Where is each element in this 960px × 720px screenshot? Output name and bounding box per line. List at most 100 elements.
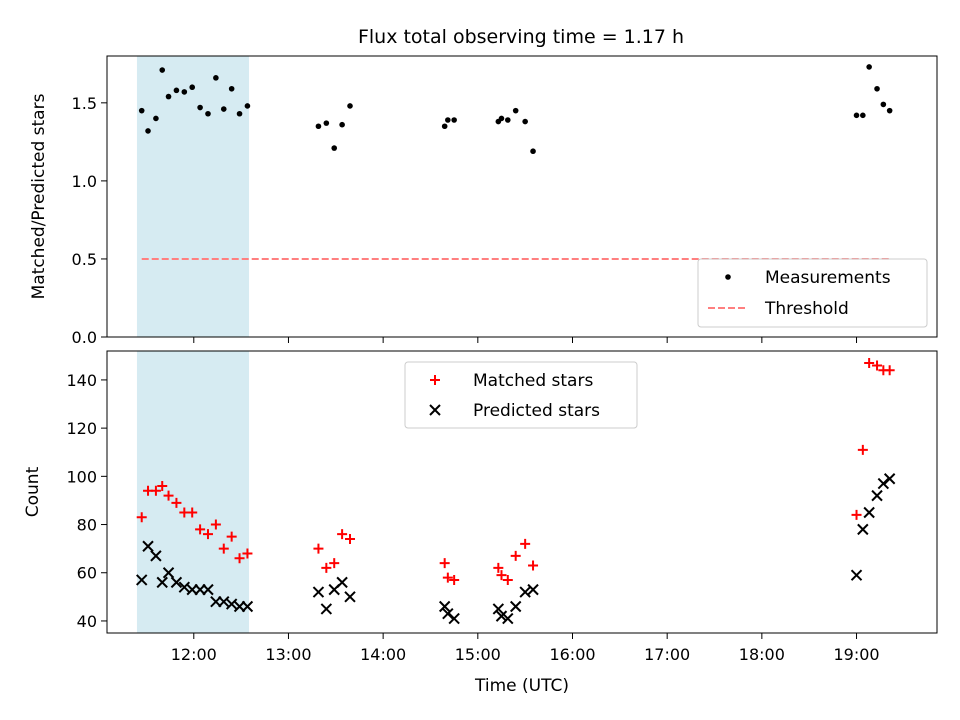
predicted-point (136, 574, 148, 586)
x-tick-label: 17:00 (644, 645, 690, 664)
x-axis-label: Time (UTC) (474, 676, 569, 696)
measurement-point (522, 118, 528, 125)
top-legend: Measurements Threshold (697, 258, 928, 328)
x-tick-label: 13:00 (265, 645, 311, 664)
measurement-point (530, 148, 536, 155)
predicted-point (150, 550, 162, 562)
matched-point (234, 553, 245, 564)
matched-point (195, 524, 206, 535)
top-axes-frame (106, 55, 938, 338)
bottom-y-ticks: 40 60 80 100 120 140 (66, 371, 107, 631)
predicted-point (509, 600, 522, 613)
predicted-point (156, 576, 168, 589)
predicted-point (225, 598, 238, 610)
legend-box (697, 258, 928, 328)
matched-point (864, 358, 875, 369)
measurement-point (866, 64, 872, 70)
matched-point (218, 543, 229, 554)
measurement-point (159, 67, 166, 73)
measurement-point (441, 123, 448, 130)
predicted-point (502, 612, 514, 625)
measurement-point (315, 123, 322, 130)
matched-point (171, 497, 182, 508)
matched-point (528, 560, 539, 571)
measurement-point (213, 75, 219, 81)
predicted-point (344, 591, 356, 603)
matched-point (496, 570, 507, 581)
matched-point (202, 529, 213, 540)
y-tick-label: 0.5 (72, 250, 97, 269)
predicted-point (162, 567, 175, 579)
matched-point (442, 572, 453, 583)
x-tick-label: 15:00 (455, 645, 501, 664)
x-tick-label: 12:00 (171, 645, 217, 664)
measurement-point (181, 89, 188, 95)
matched-point (851, 509, 862, 520)
legend-matched-label: Matched stars (473, 371, 593, 391)
matched-point (242, 548, 253, 559)
bottom-marks (136, 358, 896, 625)
measurement-point (339, 121, 345, 128)
measurement-point (445, 117, 451, 123)
measurement-point (220, 106, 227, 112)
y-tick-label: 120 (66, 419, 97, 438)
measurement-point (498, 115, 505, 122)
matched-point (321, 562, 332, 573)
y-tick-label: 80 (77, 516, 97, 535)
matched-point (313, 543, 324, 554)
x-tick-label: 16:00 (549, 645, 595, 664)
bottom-x-ticks: 12:00 13:00 14:00 15:00 16:00 17:00 18:00 19:00 (171, 633, 880, 664)
predicted-point (170, 576, 183, 589)
matched-point (520, 538, 531, 549)
measurement-point (347, 103, 353, 109)
bottom-y-axis-label: Count (23, 466, 43, 517)
predicted-point (442, 608, 454, 620)
measurement-point (197, 104, 203, 111)
y-tick-label: 1.0 (72, 172, 97, 191)
x-tick-label: 18:00 (739, 645, 785, 664)
measurement-point (228, 85, 235, 92)
matched-point (502, 574, 513, 585)
x-tick-label: 14:00 (360, 645, 406, 664)
predicted-point (336, 576, 348, 589)
measurement-point (860, 112, 866, 119)
predicted-point (877, 477, 890, 490)
legend-matched-marker (430, 375, 440, 385)
measurement-point (244, 103, 251, 109)
predicted-point (202, 583, 214, 596)
measurement-point (205, 110, 211, 117)
measurement-point (853, 112, 860, 119)
measurement-point (323, 120, 330, 126)
predicted-point (320, 603, 333, 615)
predicted-point (495, 610, 508, 622)
predicted-point (218, 595, 230, 608)
matched-point (187, 507, 198, 518)
measurement-point (451, 117, 457, 123)
measurement-point (189, 84, 196, 91)
y-tick-label: 60 (77, 564, 97, 583)
bottom-axes-frame (106, 350, 938, 634)
matched-point (493, 562, 504, 573)
legend-threshold-label: Threshold (764, 299, 849, 319)
legend-predicted-label: Predicted stars (473, 401, 600, 421)
measurement-point (165, 93, 172, 100)
top-y-ticks: 0.0 0.5 1.0 1.5 (72, 94, 107, 347)
predicted-point (448, 612, 460, 625)
legend-measurements-marker (725, 274, 731, 280)
measurement-point (331, 145, 338, 151)
legend-box (404, 361, 638, 429)
predicted-point (241, 600, 254, 613)
measurement-point (153, 115, 159, 122)
predicted-point (883, 473, 896, 485)
chart-title: Flux total observing time = 1.17 h (358, 26, 684, 48)
matched-point (449, 574, 460, 585)
predicted-point (850, 569, 863, 581)
predicted-point (312, 586, 325, 598)
measurement-point (504, 117, 511, 123)
matched-point (136, 512, 147, 523)
predicted-point (871, 489, 883, 502)
top-x-ticks (193, 337, 858, 343)
legend-measurements-label: Measurements (765, 268, 891, 288)
predicted-point (857, 523, 869, 536)
predicted-point (492, 603, 505, 615)
